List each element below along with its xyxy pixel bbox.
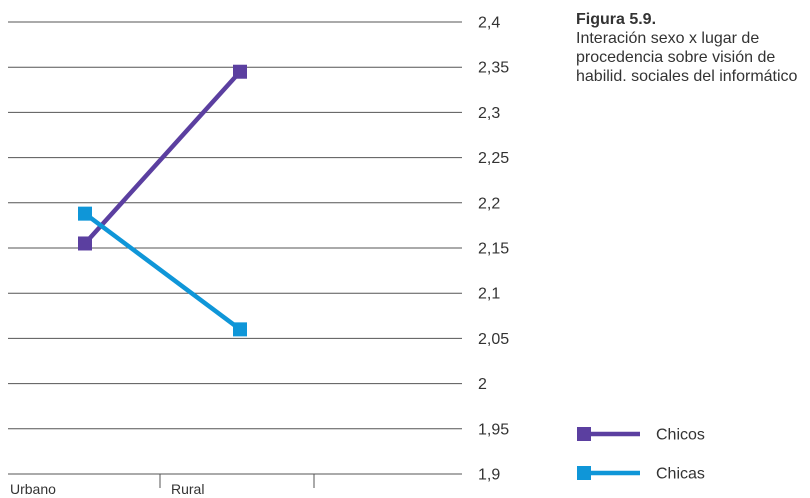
y-tick-label: 2,4	[478, 15, 500, 32]
legend-label: Chicos	[656, 427, 705, 444]
data-point-marker	[78, 206, 92, 221]
y-tick-label: 2,25	[478, 150, 509, 167]
y-tick-label: 2	[478, 376, 487, 393]
x-tick-label: Rural	[171, 481, 204, 497]
data-point-marker	[233, 64, 247, 79]
y-tick-label: 2,2	[478, 195, 500, 212]
data-point-marker	[78, 236, 92, 251]
series-line	[83, 70, 242, 245]
series-line	[83, 211, 242, 332]
y-tick-label: 2,05	[478, 331, 509, 348]
data-point-marker	[233, 322, 247, 337]
y-tick-label: 1,9	[478, 467, 500, 484]
y-tick-label: 2,35	[478, 60, 509, 77]
legend-label: Chicas	[656, 466, 705, 483]
legend-marker	[577, 466, 591, 480]
gridlines	[8, 21, 462, 475]
y-tick-label: 2,1	[478, 286, 500, 303]
y-axis-tick-labels: 1,9 1,95 2 2,05 2,1 2,15 2,2 2,25 2,3 2,35 2,4	[478, 15, 509, 484]
figure-title: Interación sexo x lugar de procedencia s…	[576, 30, 798, 85]
x-axis: Urbano Rural	[10, 474, 315, 497]
legend: Chicos Chicas	[577, 427, 705, 483]
y-tick-label: 2,3	[478, 105, 500, 122]
figure-caption: Figura 5.9. Interación sexo x lugar de p…	[576, 10, 808, 86]
legend-marker	[577, 427, 591, 441]
x-tick-label: Urbano	[10, 481, 56, 497]
figure-label: Figura 5.9.	[576, 11, 657, 28]
series-lines	[78, 64, 247, 337]
y-tick-label: 1,95	[478, 421, 509, 438]
y-tick-label: 2,15	[478, 241, 509, 258]
